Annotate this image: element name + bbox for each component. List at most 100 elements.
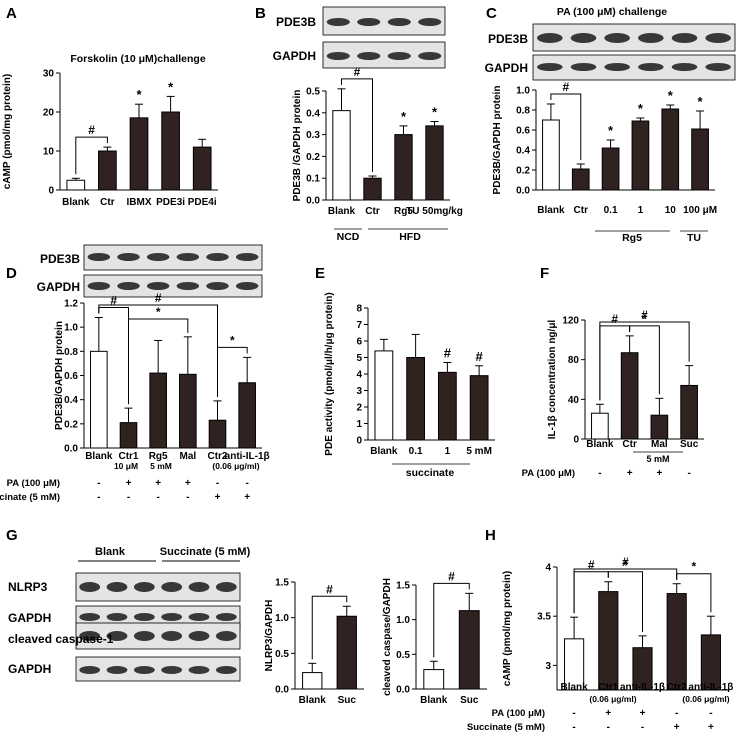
western-blots: [75, 6, 736, 682]
treatment-mark: +: [215, 492, 221, 503]
blot-b-gapdh-band: [418, 52, 442, 60]
x-tick-label: anti-IL-1β: [225, 451, 270, 462]
y-axis-label: PDE activity (pmol/μl/h/μg protein): [324, 292, 335, 455]
y-tick-label: 0.5: [396, 650, 410, 661]
y-tick-label: 0.0: [306, 196, 320, 207]
x-tick-label: anti-IL-1β: [688, 682, 733, 693]
blot-d-gapdh-band: [146, 282, 170, 290]
y-tick-label: 0.1: [306, 174, 320, 185]
x-tick-label: Rg5: [149, 451, 168, 462]
y-tick-label: 20: [43, 108, 55, 119]
bar: [691, 128, 709, 191]
y-tick-label: 4: [545, 563, 551, 574]
blot-c-pde3b: [532, 23, 736, 52]
significance-marker: #: [448, 569, 455, 583]
bar: [119, 422, 138, 449]
x-tick-label: Ctr1: [598, 682, 618, 693]
x-tick-label: Ctr: [365, 206, 380, 217]
significance-bracket: [629, 325, 660, 395]
bar: [680, 384, 698, 440]
blot-g-nlrp3-band: [188, 582, 210, 592]
treatment-mark: -: [641, 722, 644, 733]
significance-star: *: [638, 101, 644, 116]
significance-star: *: [668, 88, 674, 103]
y-tick-label: 1.0: [64, 323, 78, 334]
treatment-mark: -: [156, 492, 159, 503]
blot-label-c-pde3b: PDE3B: [488, 32, 528, 46]
blot-g-gapdh-2-band: [106, 666, 128, 674]
significance-bracket: [550, 93, 582, 160]
bar: [650, 414, 669, 440]
y-tick-label: 6: [356, 337, 362, 348]
y-tick-label: 2: [356, 403, 362, 414]
x-tick-label: PDE3i: [156, 197, 185, 208]
blot-c-pde3b-band: [537, 33, 563, 43]
x-tick-label: IBMX: [127, 197, 152, 208]
y-axis-label: cAMP (pmol/mg protein): [502, 571, 513, 686]
x-tick-label: Blank: [299, 695, 327, 706]
chart-e: 0 1 2 3 4 5 6 7 8 Blank 0.1 1 5 mM PDE activity (pmol…: [324, 292, 495, 457]
blot-g-nlrp3-band: [161, 582, 183, 592]
chart-g1: 0.0 0.5 1.0 1.5 Blank Suc NLRP3/GAPDH #: [264, 578, 364, 706]
significance-star: *: [698, 94, 704, 109]
blot-g-gapdh-1-band: [215, 613, 237, 621]
y-tick-label: 0: [48, 186, 54, 197]
significance-marker: #: [641, 308, 648, 322]
treatment-row-label: Succinate (5 mM): [467, 722, 545, 733]
blot-label-g-caspase: cleaved caspase-1: [8, 632, 114, 646]
y-tick-label: 3.5: [537, 612, 551, 623]
y-tick-label: 1: [356, 419, 362, 430]
treatment-mark: -: [572, 708, 575, 719]
h-sublabel-2: (0.06 μg/ml): [682, 694, 729, 704]
significance-marker: #: [110, 294, 117, 308]
blot-g-gapdh-2-band: [161, 666, 183, 674]
blot-c-pde3b-band: [638, 33, 664, 43]
bar: [302, 672, 323, 690]
treatment-row-label: PA (100 μM): [522, 468, 575, 479]
blot-g-caspase-band: [188, 631, 210, 641]
panel-a-title: Forskolin (10 μM)challenge: [70, 53, 206, 65]
x-tick-label: Suc: [460, 695, 479, 706]
bar: [98, 150, 117, 191]
significance-star: *: [608, 123, 614, 138]
panel-letter-h: H: [485, 527, 496, 544]
y-tick-label: 3: [356, 386, 362, 397]
y-axis-label: cAMP (pmol/mg protein): [2, 74, 13, 189]
significance-marker: *: [230, 333, 235, 347]
bar: [631, 120, 650, 191]
panel-letter-f: F: [540, 265, 549, 282]
bar: [238, 382, 256, 449]
y-tick-label: 1.0: [275, 613, 289, 624]
treatment-mark: -: [97, 492, 100, 503]
treatment-mark: -: [709, 708, 712, 719]
x-tick-label: 5 mM: [466, 446, 492, 457]
significance-bracket: [75, 136, 108, 175]
treatment-mark: -: [687, 468, 690, 479]
significance-bracket: [217, 346, 248, 397]
y-tick-label: 0.0: [275, 685, 289, 696]
panel-letter-e: E: [315, 265, 325, 282]
significance-star: *: [136, 87, 142, 102]
blot-b-pde3b-band: [418, 18, 442, 26]
blot-g-caspase-band: [79, 631, 101, 641]
x-tick-label: TU 50mg/kg: [406, 206, 463, 217]
treatment-mark: -: [245, 478, 248, 489]
bar: [149, 372, 167, 449]
blot-d-pde3b-band: [235, 253, 259, 261]
blot-c-gapdh-band: [705, 63, 731, 71]
bar: [423, 669, 445, 690]
treatment-mark: +: [708, 722, 714, 733]
x-tick-label: Ctr: [574, 205, 589, 216]
treatment-mark: -: [97, 478, 100, 489]
blot-b-gapdh-band: [357, 52, 381, 60]
bar: [90, 350, 108, 449]
treatment-mark: -: [127, 492, 130, 503]
y-axis-label: PDE3B/GAPDH protein: [492, 86, 503, 195]
bar: [571, 168, 590, 191]
x-tick-label: 10: [665, 205, 677, 216]
y-tick-label: 5: [356, 353, 362, 364]
treatment-mark: -: [675, 708, 678, 719]
significance-marker: #: [354, 65, 361, 79]
bar: [161, 111, 180, 191]
